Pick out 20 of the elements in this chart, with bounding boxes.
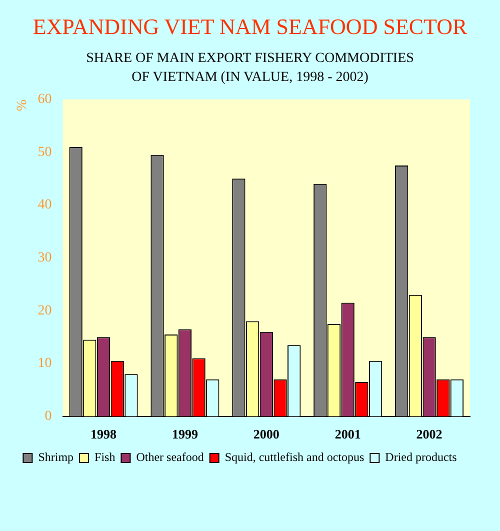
legend-label: Fish	[94, 450, 116, 464]
x-tick-label: 2000	[253, 426, 280, 442]
y-tick-label: 40	[38, 198, 52, 213]
y-tick-label: 20	[38, 303, 52, 318]
x-tick-label: 1998	[90, 426, 118, 442]
chart-subtitle: SHARE OF MAIN EXPORT FISHERY COMMODITIES OF VIETNAM (IN VALUE, 1998 - 2002)	[85, 50, 415, 87]
legend-label: Other seafood	[136, 450, 204, 464]
y-tick-label: 50	[38, 144, 52, 160]
y-tick-label: 0	[44, 408, 52, 424]
legend-label: Shrimp	[38, 450, 74, 464]
y-tick-label: 10	[38, 356, 52, 372]
y-tick-label: 30	[38, 250, 52, 266]
x-tick-label: 2001	[334, 426, 361, 442]
x-tick-label: 2002	[416, 426, 442, 442]
x-tick-label: 1999	[172, 426, 198, 442]
chart-title: EXPANDING VIET NAM SEAFOOD SECTOR	[32, 14, 468, 40]
y-axis-title: %	[15, 98, 30, 111]
legend-label: Dried products	[385, 450, 458, 464]
legend-label: Squid, cuttlefish and octopus	[224, 450, 364, 464]
y-tick-label: 60	[38, 92, 52, 107]
